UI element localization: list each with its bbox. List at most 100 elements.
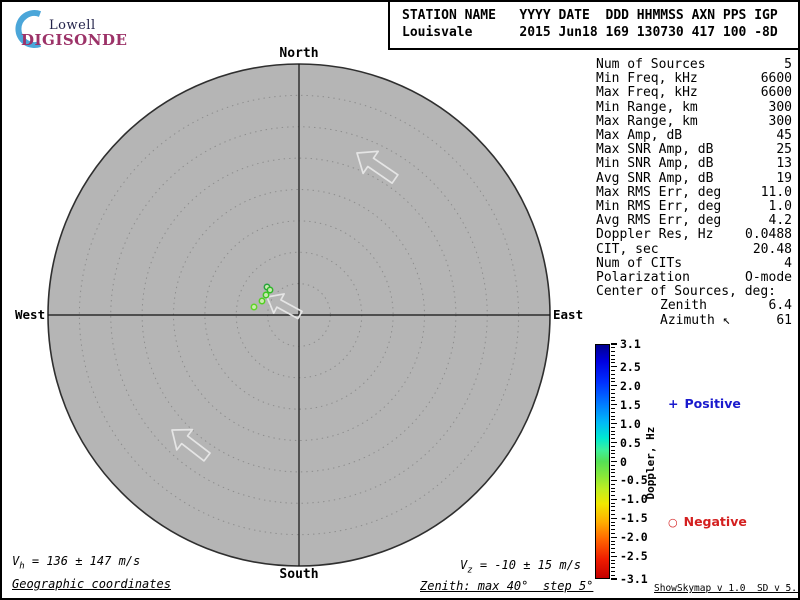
- colorbar-minor-tick: [611, 487, 615, 489]
- colorbar-minor-tick: [611, 540, 615, 542]
- parameter-label: Num of Sources: [596, 57, 706, 72]
- colorbar-minor-tick: [611, 411, 615, 413]
- parameter-row: Doppler Res, Hz 0.0488: [596, 228, 792, 242]
- parameter-value: 13: [776, 156, 792, 172]
- colorbar-minor-tick: [611, 570, 615, 572]
- parameter-value: 11.0: [760, 184, 792, 200]
- parameter-label: Num of CITs: [596, 255, 683, 271]
- logo-digisonde-text: DIGISONDE: [21, 31, 128, 49]
- colorbar-minor-tick: [611, 453, 615, 455]
- colorbar-tick-label: 1.5: [620, 397, 641, 412]
- colorbar-minor-tick: [611, 392, 615, 394]
- logo-arc-icon: [15, 10, 42, 48]
- parameter-row: Max RMS Err, deg 11.0: [596, 184, 792, 200]
- parameter-row: Center of Sources, deg:: [596, 285, 792, 299]
- vz-symbol: V: [460, 558, 468, 572]
- parameter-value: 61: [776, 312, 792, 328]
- parameter-label: Max SNR Amp, dB: [596, 142, 714, 158]
- source-dot: [262, 291, 270, 299]
- parameter-value: 6.4: [768, 298, 792, 314]
- parameter-row: Zenith 6.4: [596, 299, 792, 313]
- parameter-label: CIT, sec: [596, 241, 659, 257]
- colorbar-minor-tick: [611, 396, 615, 398]
- parameter-row: CIT, sec 20.48: [596, 241, 792, 257]
- parameter-row: Min Range, km 300: [596, 100, 792, 115]
- colorbar-minor-tick: [611, 495, 615, 497]
- zenith-note: Zenith: max 40° step 5°: [420, 579, 594, 593]
- colorbar-minor-tick: [611, 377, 615, 379]
- drift-arrow-icon: [171, 428, 211, 462]
- colorbar-minor-tick: [611, 567, 615, 569]
- legend-negative-label: Negative: [683, 514, 747, 529]
- colorbar-minor-tick: [611, 381, 615, 383]
- parameter-value: 300: [768, 113, 792, 129]
- parameter-row: Min SNR Amp, dB 13: [596, 157, 792, 171]
- parameter-label: Max Amp, dB: [596, 128, 683, 144]
- parameter-label: Max RMS Err, deg: [596, 184, 722, 200]
- parameter-value: O-mode: [745, 270, 792, 286]
- colorbar-minor-tick: [611, 551, 615, 553]
- parameter-row: Azimuth ↖ 61: [596, 312, 792, 328]
- parameter-row: Num of Sources 5: [596, 57, 792, 72]
- compass-east: East: [553, 307, 584, 322]
- horizontal-velocity: Vh = 136 ± 147 m/s: [12, 554, 140, 571]
- parameter-row: Max SNR Amp, dB 25: [596, 143, 792, 157]
- colorbar-minor-tick: [611, 419, 615, 421]
- colorbar-minor-tick: [611, 502, 615, 504]
- colorbar-minor-tick: [611, 415, 615, 417]
- colorbar-minor-tick: [611, 407, 615, 409]
- skymap-svg: [47, 63, 551, 567]
- colorbar-tick-label: -3.1: [620, 572, 648, 586]
- colorbar-minor-tick: [611, 491, 615, 493]
- colorbar-minor-tick: [611, 533, 615, 535]
- parameter-value: 6600: [760, 85, 792, 101]
- parameter-label: Min RMS Err, deg: [596, 199, 722, 215]
- colorbar-minor-tick: [611, 358, 615, 360]
- colorbar-minor-tick: [611, 434, 615, 436]
- parameter-row: Avg RMS Err, deg 4.2: [596, 214, 792, 228]
- colorbar-minor-tick: [611, 438, 615, 440]
- parameter-value: 0.0488: [745, 227, 792, 243]
- colorbar-minor-tick: [611, 457, 615, 459]
- colorbar-tick: [611, 498, 617, 501]
- parameter-value: 1.0: [768, 199, 792, 215]
- colorbar-minor-tick: [611, 354, 615, 356]
- colorbar-minor-tick: [611, 370, 615, 372]
- colorbar-tick: [611, 366, 617, 368]
- colorbar-tick: [611, 517, 617, 520]
- colorbar-minor-tick: [611, 563, 615, 565]
- colorbar-minor-tick: [611, 544, 615, 546]
- colorbar-minor-tick: [611, 400, 615, 402]
- parameter-label: Polarization: [596, 270, 690, 286]
- source-dot: [258, 297, 266, 305]
- parameter-value: 5: [784, 57, 792, 72]
- parameter-row: Polarization O-mode: [596, 270, 792, 286]
- legend-positive-label: Positive: [684, 396, 741, 411]
- colorbar-tick: [611, 422, 617, 425]
- colorbar-tick-label: -1.0: [620, 492, 648, 507]
- parameter-value: 4: [784, 255, 792, 271]
- legend-negative: ○ Negative: [668, 514, 747, 529]
- parameter-row: Max Amp, dB 45: [596, 128, 792, 144]
- colorbar-minor-tick: [611, 373, 615, 375]
- coordinates-note: Geographic coordinates: [12, 577, 171, 591]
- colorbar-minor-tick: [611, 483, 615, 485]
- plus-icon: +: [668, 396, 679, 411]
- parameter-label: Avg SNR Amp, dB: [596, 170, 714, 186]
- lowell-digisonde-logo: Lowell DIGISONDE: [2, 2, 382, 50]
- colorbar-tick-label: 0: [620, 454, 627, 469]
- colorbar-tick: [611, 536, 617, 538]
- vertical-velocity: Vz = -10 ± 15 m/s: [460, 558, 581, 575]
- colorbar-tick: [611, 460, 617, 463]
- parameter-row: Avg SNR Amp, dB 19: [596, 170, 792, 186]
- station-header-values: Louisvale 2015 Jun18 169 130730 417 100 …: [402, 25, 778, 40]
- colorbar-tick-label: -1.5: [620, 511, 648, 526]
- vz-subscript: z: [467, 565, 473, 576]
- parameter-value: 45: [776, 128, 792, 144]
- colorbar-tick-label: 2.0: [620, 378, 641, 393]
- colorbar-minor-tick: [611, 548, 615, 550]
- colorbar-tick: [611, 384, 617, 387]
- parameter-row: Num of CITs 4: [596, 255, 792, 271]
- compass-north: North: [279, 46, 319, 61]
- colorbar-minor-tick: [611, 426, 615, 428]
